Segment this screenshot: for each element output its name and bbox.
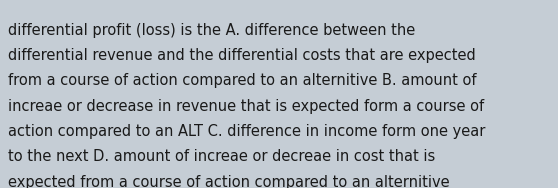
Text: to the next D. amount of increae or decreae in cost that is: to the next D. amount of increae or decr… bbox=[8, 149, 436, 164]
Text: from a course of action compared to an alternitive B. amount of: from a course of action compared to an a… bbox=[8, 73, 477, 88]
Text: expected from a course of action compared to an alternitive: expected from a course of action compare… bbox=[8, 175, 450, 188]
Text: differential profit (loss) is the A. difference between the: differential profit (loss) is the A. dif… bbox=[8, 23, 416, 38]
Text: differential revenue and the differential costs that are expected: differential revenue and the differentia… bbox=[8, 48, 476, 63]
Text: action compared to an ALT C. difference in income form one year: action compared to an ALT C. difference … bbox=[8, 124, 486, 139]
Text: increae or decrease in revenue that is expected form a course of: increae or decrease in revenue that is e… bbox=[8, 99, 484, 114]
